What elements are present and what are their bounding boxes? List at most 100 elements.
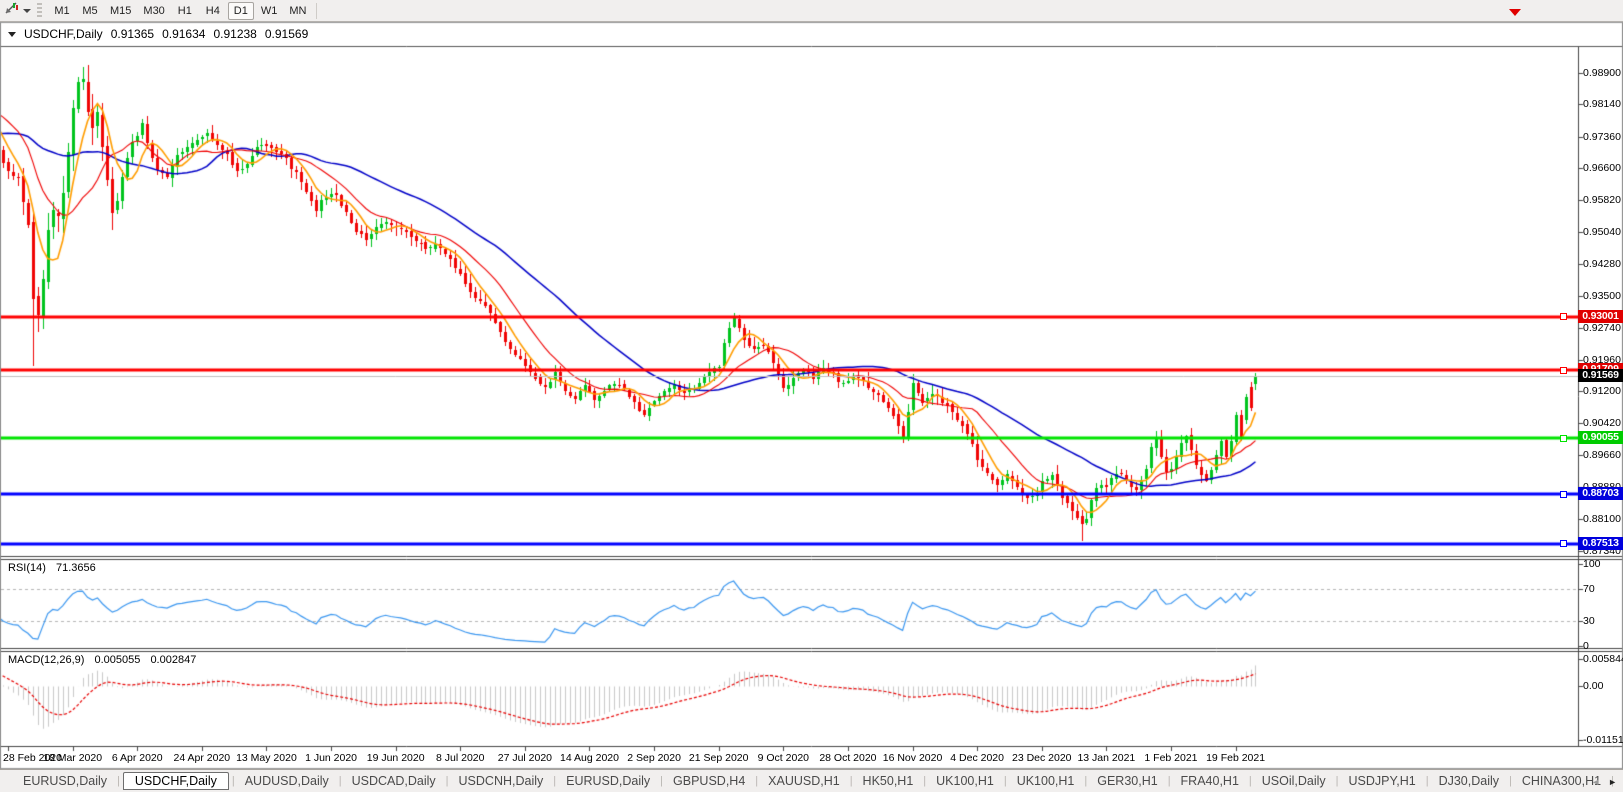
- tab-separator: |: [1003, 775, 1007, 787]
- right-axis: 0.98900 0.98140 0.97360 0.96600 0.95820 0.950…: [1578, 0, 1623, 792]
- tab-separator: |: [1509, 775, 1512, 787]
- macd-axis-label: 0.005844: [1583, 652, 1623, 665]
- tab-usdjpy-h1[interactable]: USDJPY,H1: [1348, 774, 1416, 788]
- price-axis-label: 0.98900: [1583, 67, 1621, 79]
- price-axis-label: 0.96600: [1583, 162, 1621, 175]
- tab-usdcad-daily[interactable]: USDCAD,Daily: [351, 774, 436, 788]
- date-axis-label: 21 Sep 2020: [688, 752, 749, 764]
- price-axis-label: 0.95040: [1583, 226, 1621, 239]
- tool-dropdown-arrow-icon[interactable]: [23, 8, 31, 13]
- tab-fra40-h1[interactable]: FRA40,H1: [1180, 774, 1239, 788]
- tab-ger30-h1[interactable]: GER30,H1: [1097, 774, 1158, 788]
- rsi-axis-label: 30: [1583, 615, 1595, 628]
- chart-tab-list: EURUSD,Daily | USDCHF,Daily | AUDUSD,Daily | U…: [14, 772, 1623, 790]
- timeframe-button-h1[interactable]: H1: [177, 4, 192, 17]
- timeframe-button-m30[interactable]: M30: [143, 4, 165, 17]
- price-axis-label: 0.89660: [1583, 448, 1621, 461]
- timeframe-toolbar: M1 M5 M15 M30 H1 H4 D1 W1 MN: [0, 0, 1623, 22]
- tab-usdcnh-daily[interactable]: USDCNH,Daily: [458, 774, 544, 788]
- price-axis-label: 0.98140: [1583, 98, 1621, 111]
- timeframe-button-m1[interactable]: M1: [54, 4, 70, 17]
- tab-dj30-daily[interactable]: DJ30,Daily: [1438, 774, 1499, 788]
- crosshair-tool-icon: [4, 1, 19, 20]
- date-axis-label: 28 Oct 2020: [819, 752, 877, 764]
- macd-signal-value: 0.002847: [150, 654, 197, 666]
- price-axis-label: 0.91960: [1583, 353, 1621, 366]
- tab-hk50-h1[interactable]: HK50,H1: [862, 774, 914, 788]
- tab-usoil-daily[interactable]: USOil,Daily: [1261, 774, 1326, 788]
- date-axis-label: 13 Jan 2021: [1077, 752, 1136, 764]
- rsi-value: 71.3656: [55, 562, 96, 574]
- tab-uk100-h1[interactable]: UK100,H1: [936, 774, 994, 788]
- tab-scroll-left-icon[interactable]: ◄: [1591, 776, 1601, 787]
- tab-separator: |: [338, 775, 342, 787]
- tab-separator: |: [755, 775, 759, 787]
- chart-corner-button[interactable]: [1506, 6, 1524, 19]
- rsi-name: RSI(14): [8, 562, 46, 574]
- timeframe-button-h4[interactable]: H4: [205, 4, 220, 17]
- macd-axis-label: 0.00: [1583, 680, 1604, 692]
- price-level-badge: 0.90055: [1578, 431, 1623, 445]
- tab-eurusd-daily[interactable]: EURUSD,Daily: [23, 774, 108, 788]
- date-axis-label: 9 Oct 2020: [757, 752, 809, 764]
- toolbar-separator: [316, 2, 318, 19]
- tab-china300-h1[interactable]: CHINA300,H1: [1521, 774, 1602, 788]
- date-axis-label: 14 Aug 2020: [559, 752, 619, 764]
- date-axis-label: 18 Mar 2020: [43, 752, 103, 764]
- macd-name: MACD(12,26,9): [8, 654, 85, 666]
- price-axis-label: 0.92740: [1583, 321, 1621, 334]
- price-axis-label: 0.90420: [1583, 417, 1621, 430]
- rsi-axis-label: 70: [1583, 582, 1595, 595]
- cursor-tool-button[interactable]: [4, 1, 31, 20]
- tab-separator: |: [1335, 775, 1339, 787]
- tab-separator: |: [923, 775, 927, 787]
- timeframe-button-m5[interactable]: M5: [82, 4, 98, 17]
- chart-symbol-label: USDCHF,Daily: [24, 27, 103, 41]
- price-axis-label: 0.93500: [1583, 290, 1621, 303]
- timeframe-button-d1[interactable]: D1: [227, 1, 254, 20]
- red-down-triangle-icon: [1509, 9, 1521, 16]
- date-axis-label: 4 Dec 2020: [950, 752, 1004, 764]
- toolbar-grip[interactable]: [37, 2, 42, 19]
- date-axis: 28 Feb 2020 18 Mar 2020 6 Apr 2020 24 Apr 2…: [0, 752, 1623, 767]
- tab-scroll-arrows: ◄ ►: [1591, 770, 1617, 792]
- tab-eurusd-daily[interactable]: EURUSD,Daily: [566, 774, 651, 788]
- tab-separator: |: [1425, 775, 1429, 787]
- tab-separator: |: [117, 775, 120, 787]
- date-axis-label: 2 Sep 2020: [627, 752, 681, 764]
- tab-separator: |: [849, 775, 853, 787]
- macd-axis-label: -0.011516: [1583, 734, 1623, 747]
- date-axis-label: 1 Jun 2020: [305, 752, 358, 764]
- ohlc-open-value: 0.91365: [110, 27, 155, 41]
- timeframe-button-m15[interactable]: M15: [110, 4, 132, 17]
- chart-tab-bar: EURUSD,Daily | USDCHF,Daily | AUDUSD,Daily | U…: [0, 769, 1623, 792]
- price-axis-label: 0.95820: [1583, 194, 1621, 207]
- tab-audusd-daily[interactable]: AUDUSD,Daily: [244, 774, 329, 788]
- rsi-axis-label: 100: [1583, 558, 1601, 570]
- tab-usdchf-daily[interactable]: USDCHF,Daily: [122, 772, 229, 790]
- price-level-badge: 0.93001: [1578, 309, 1623, 323]
- date-axis-label: 13 May 2020: [236, 752, 297, 764]
- tab-separator: |: [231, 775, 235, 787]
- date-axis-label: 23 Dec 2020: [1011, 752, 1072, 764]
- tab-separator: |: [553, 775, 557, 787]
- tab-xauusd-h1[interactable]: XAUUSD,H1: [768, 774, 840, 788]
- tab-scroll-right-icon[interactable]: ►: [1608, 776, 1617, 787]
- ohlc-close-value: 0.91569: [264, 27, 309, 41]
- timeframe-button-mn[interactable]: MN: [289, 4, 307, 17]
- date-axis-label: 16 Nov 2020: [882, 752, 943, 764]
- timeframe-button-group: M1 M5 M15 M30 H1 H4 D1 W1 MN: [48, 1, 312, 20]
- tab-gbpusd-h4[interactable]: GBPUSD,H4: [673, 774, 746, 788]
- ohlc-high-value: 0.91634: [162, 27, 206, 41]
- date-axis-label: 6 Apr 2020: [111, 752, 163, 764]
- timeframe-button-w1[interactable]: W1: [260, 4, 278, 17]
- rsi-axis-label: 0: [1583, 640, 1589, 652]
- date-axis-label: 1 Feb 2021: [1144, 752, 1198, 764]
- symbol-dropdown-arrow-icon[interactable]: [8, 31, 16, 37]
- price-axis-label: 0.94280: [1583, 257, 1621, 270]
- tab-uk100-h1[interactable]: UK100,H1: [1016, 774, 1075, 788]
- price-axis-label: 0.97360: [1583, 130, 1621, 143]
- date-axis-label: 19 Feb 2021: [1206, 752, 1266, 764]
